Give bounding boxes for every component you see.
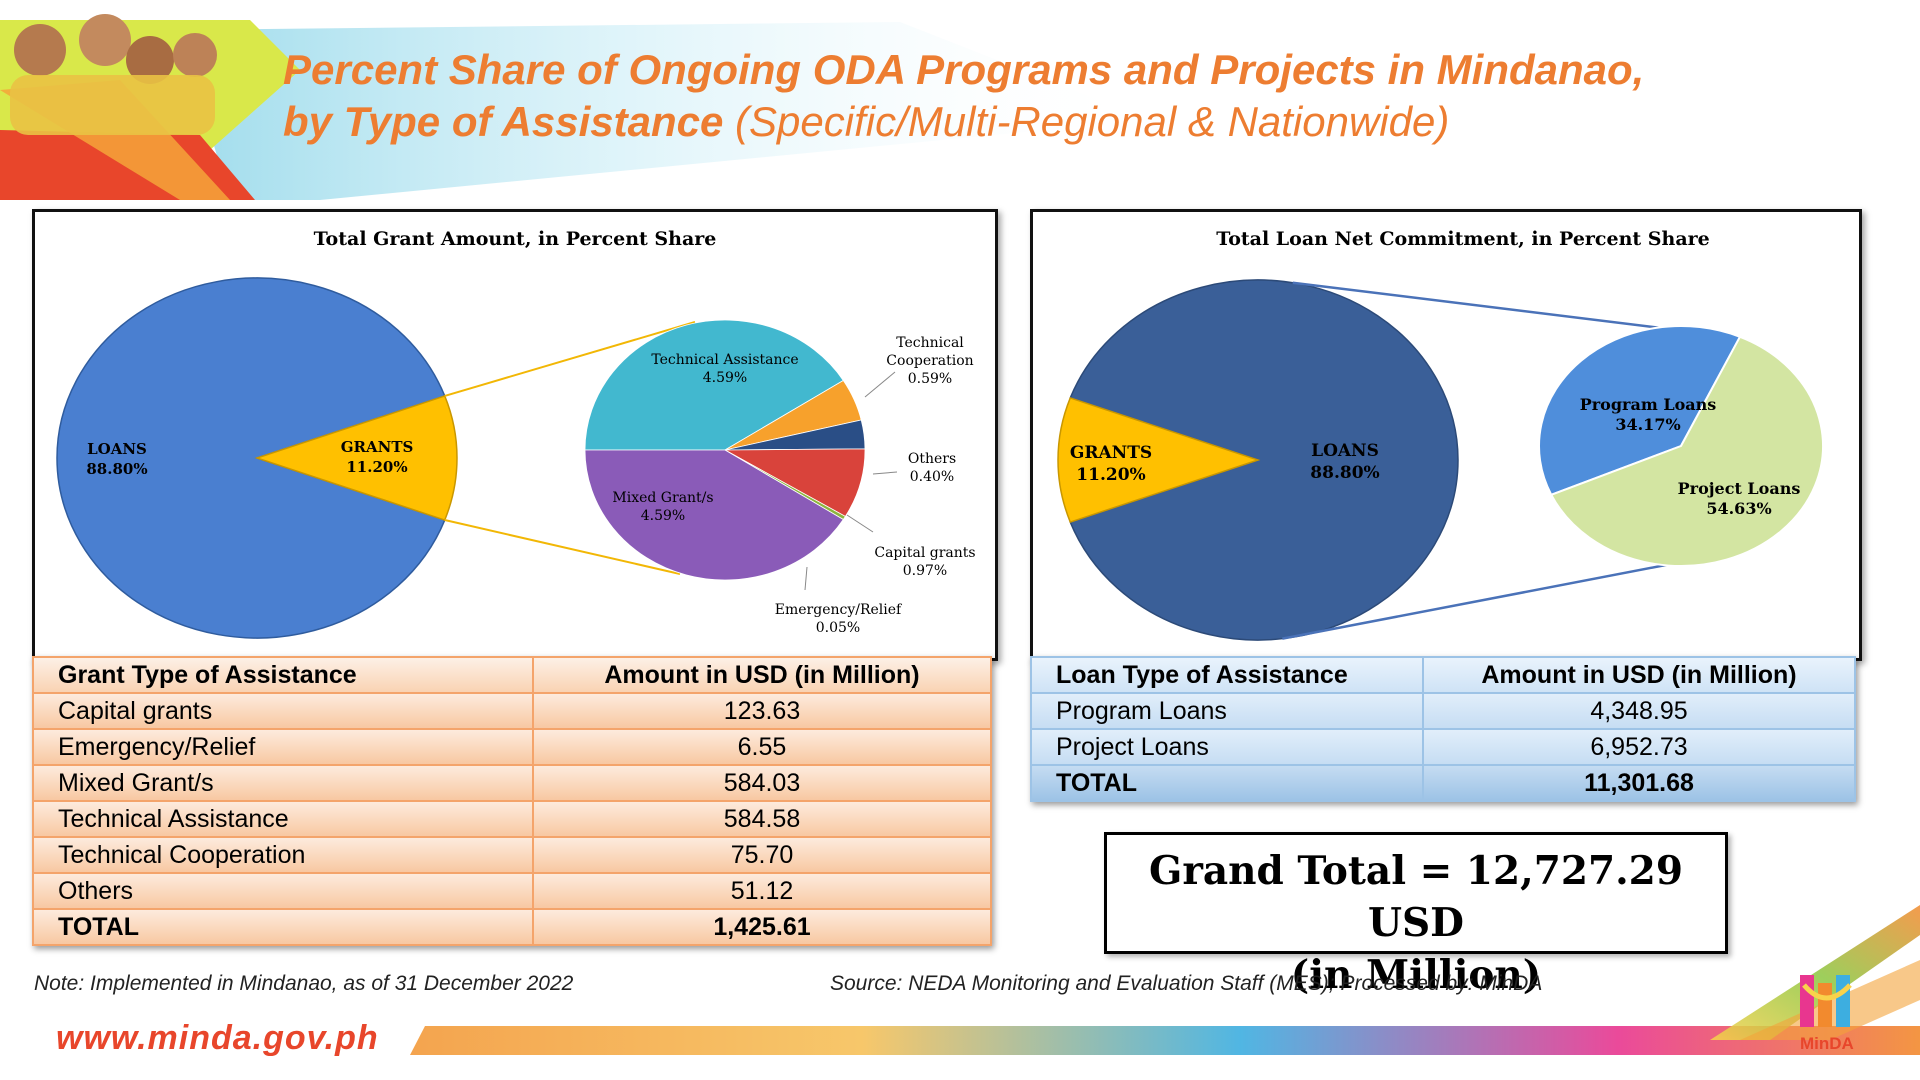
- grant-table-header: Grant Type of Assistance Amount in USD (…: [32, 656, 992, 694]
- child-photo-4: [173, 33, 217, 77]
- grant-total-value: 1,425.61: [532, 908, 992, 946]
- table-row: Technical Cooperation 75.70: [32, 836, 992, 874]
- loans-data-label: LOANS 88.80%: [86, 440, 147, 478]
- loan-total-row: TOTAL 11,301.68: [1030, 764, 1856, 802]
- child-photo-1: [14, 24, 66, 76]
- loan-chart-title: Total Loan Net Commitment, in Percent Sh…: [1216, 228, 1710, 250]
- connector-line-bottom: [1282, 562, 1672, 640]
- page-title: Percent Share of Ongoing ODA Programs an…: [283, 44, 1644, 148]
- breakdown-label-program-loans: Program Loans 34.17%: [1580, 395, 1717, 434]
- pie-slice-grants: [1057, 397, 1261, 523]
- loan-pie-chart: Total Loan Net Commitment, in Percent Sh…: [1057, 228, 1824, 641]
- breakdown-slice-mixed-grant-s: [584, 449, 844, 581]
- grant-row-label: Technical Assistance: [32, 800, 534, 838]
- breakdown-label-mixed-grant-s: Mixed Grant/s 4.59%: [612, 490, 713, 524]
- page-subtitle: (Specific/Multi-Regional & Nationwide): [735, 98, 1450, 145]
- connector-line-top: [444, 321, 696, 397]
- table-row: Program Loans 4,348.95: [1030, 692, 1856, 730]
- breakdown-slice-technical-assistance: [584, 319, 844, 451]
- grant-row-label: Capital grants: [32, 692, 534, 730]
- loans-data-label: LOANS 88.80%: [1310, 441, 1379, 483]
- loan-row-value: 4,348.95: [1422, 692, 1856, 730]
- grant-header-type: Grant Type of Assistance: [32, 656, 534, 694]
- minda-logo-icon: [1800, 975, 1852, 1027]
- logo-text: MinDA: [1800, 1034, 1854, 1053]
- grant-row-value: 584.03: [532, 764, 992, 802]
- table-row: Technical Assistance 584.58: [32, 800, 992, 838]
- table-row: Emergency/Relief 6.55: [32, 728, 992, 766]
- connector-line-bottom: [444, 519, 681, 575]
- loan-chart-panel: Total Loan Net Commitment, in Percent Sh…: [1030, 209, 1862, 661]
- child-photo-3: [126, 36, 174, 84]
- grant-row-value: 6.55: [532, 728, 992, 766]
- grant-row-label: Mixed Grant/s: [32, 764, 534, 802]
- grant-row-value: 123.63: [532, 692, 992, 730]
- breakdown-label-technical-cooperation: Technical Cooperation 0.59%: [886, 335, 973, 387]
- leader-line: [864, 371, 896, 398]
- breakdown-label-project-loans: Project Loans 54.63%: [1678, 479, 1801, 518]
- child-photo-2: [79, 14, 131, 66]
- breakdown-slice-project-loans: [1549, 335, 1824, 567]
- grand-total-line2: (in Million): [1290, 952, 1542, 998]
- grant-chart-panel: Total Grant Amount, in Percent Share LOAN…: [32, 209, 998, 661]
- grant-row-value: 584.58: [532, 800, 992, 838]
- grand-total-box: Grand Total = 12,727.29 USD (in Million): [1104, 832, 1728, 998]
- website-link[interactable]: www.minda.gov.ph: [56, 1019, 379, 1057]
- grant-pie-chart: Total Grant Amount, in Percent Share LOAN…: [56, 228, 976, 639]
- breakdown-label-emergency-relief: Emergency/Relief 0.05%: [775, 602, 903, 636]
- loan-total-value: 11,301.68: [1422, 764, 1856, 802]
- grant-row-label: Others: [32, 872, 534, 910]
- table-row: Others 51.12: [32, 872, 992, 910]
- breakdown-label-capital-grants: Capital grants 0.97%: [874, 545, 975, 579]
- pie-slice-loans: [56, 277, 446, 639]
- table-row: Capital grants 123.63: [32, 692, 992, 730]
- pie-slice-loans: [1069, 279, 1459, 641]
- grant-total-row: TOTAL 1,425.61: [32, 908, 992, 946]
- loan-row-label: Program Loans: [1030, 692, 1424, 730]
- loan-header-amount: Amount in USD (in Million): [1422, 656, 1856, 694]
- loan-table-header: Loan Type of Assistance Amount in USD (i…: [1030, 656, 1856, 694]
- loan-header-type: Loan Type of Assistance: [1030, 656, 1424, 694]
- pie-slice-grants: [254, 395, 458, 521]
- grand-total-line1: Grand Total = 12,727.29 USD: [1149, 848, 1683, 946]
- leader-line: [872, 471, 898, 475]
- grant-total-label: TOTAL: [32, 908, 534, 946]
- page-title-line2: by Type of Assistance: [283, 98, 724, 145]
- loan-row-value: 6,952.73: [1422, 728, 1856, 766]
- leader-line: [804, 566, 808, 591]
- grants-data-label: GRANTS 11.20%: [1070, 443, 1152, 485]
- grant-row-label: Emergency/Relief: [32, 728, 534, 766]
- breakdown-label-others: Others 0.40%: [908, 451, 956, 485]
- table-row: Mixed Grant/s 584.03: [32, 764, 992, 802]
- loan-total-label: TOTAL: [1030, 764, 1424, 802]
- loan-table: Loan Type of Assistance Amount in USD (i…: [1030, 656, 1856, 802]
- loan-row-label: Project Loans: [1030, 728, 1424, 766]
- grant-table: Grant Type of Assistance Amount in USD (…: [32, 656, 992, 946]
- leader-line: [846, 514, 874, 533]
- footnote: Note: Implemented in Mindanao, as of 31 …: [34, 972, 574, 995]
- grant-chart-title: Total Grant Amount, in Percent Share: [314, 228, 717, 250]
- grant-row-label: Technical Cooperation: [32, 836, 534, 874]
- grant-header-amount: Amount in USD (in Million): [532, 656, 992, 694]
- grant-row-value: 51.12: [532, 872, 992, 910]
- breakdown-label-technical-assistance: Technical Assistance 4.59%: [651, 352, 798, 386]
- grant-row-value: 75.70: [532, 836, 992, 874]
- breakdown-slice-program-loans: [1538, 325, 1742, 497]
- table-row: Project Loans 6,952.73: [1030, 728, 1856, 766]
- grants-data-label: GRANTS 11.20%: [341, 438, 414, 476]
- page-title-line1: Percent Share of Ongoing ODA Programs an…: [283, 46, 1645, 93]
- connector-line-top: [1292, 281, 1662, 330]
- source-note: Source: NEDA Monitoring and Evaluation S…: [830, 972, 1543, 995]
